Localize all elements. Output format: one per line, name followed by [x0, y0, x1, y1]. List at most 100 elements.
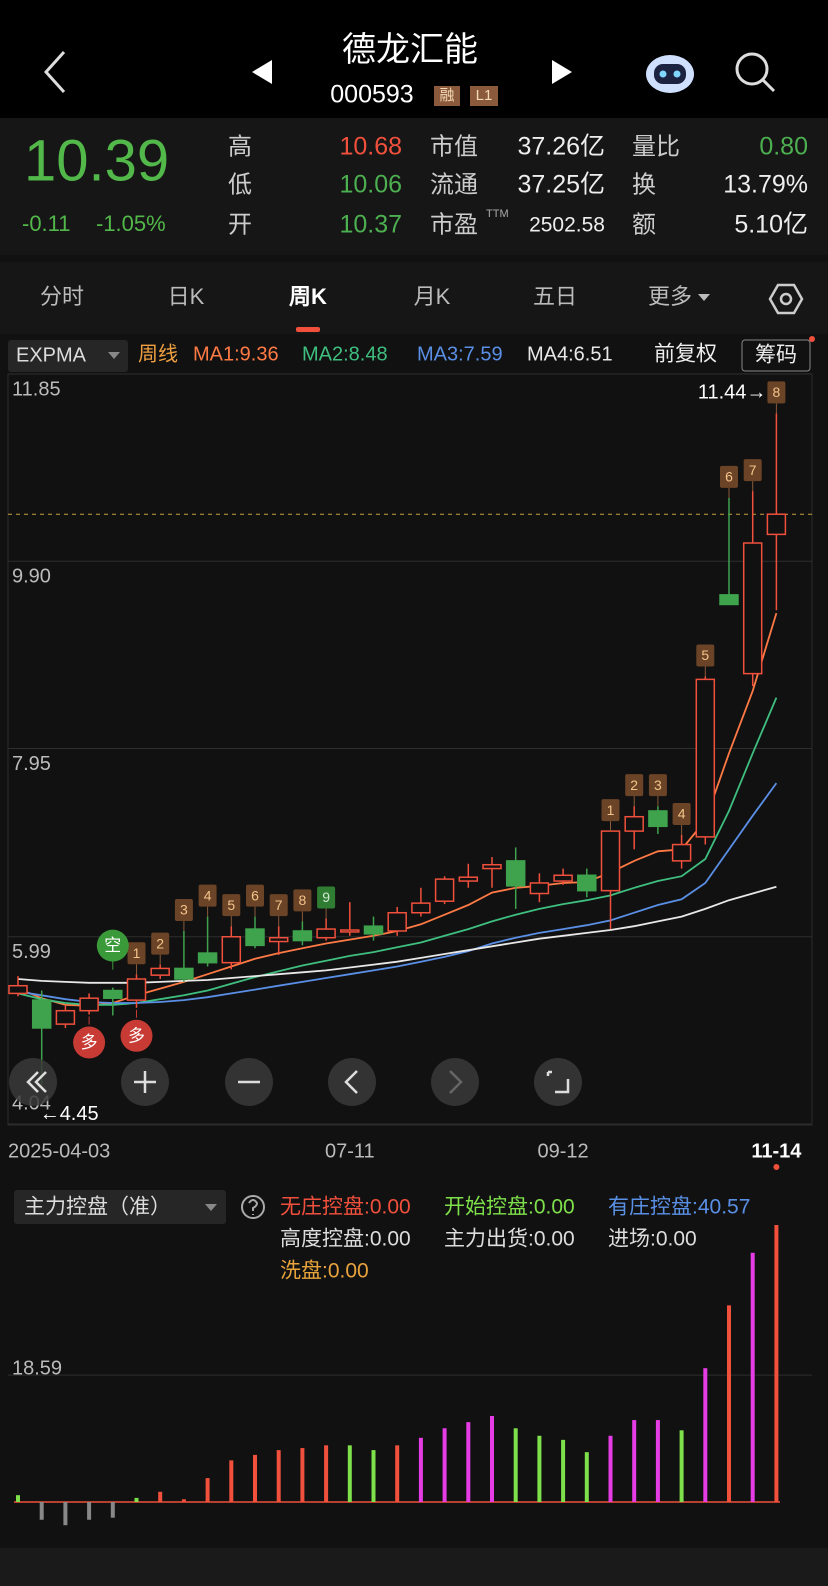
back-button[interactable]: [43, 50, 66, 94]
indicator-bar: [205, 1478, 210, 1503]
indicator-chart: 无庄控盘:0.00 开始控盘:0.00 有庄控盘:40.57 高度控盘:0.00 主力出…: [8, 1196, 812, 1526]
tab[interactable]: 日K: [168, 284, 205, 309]
indicator-bar: [276, 1450, 281, 1503]
signal-label: 8: [773, 384, 781, 400]
candle-body: [553, 874, 573, 882]
signal-box: [127, 942, 146, 965]
tab[interactable]: 更多: [648, 284, 692, 309]
candle-body: [221, 935, 242, 964]
candle-body: [31, 999, 52, 1029]
field-sup: TTM: [486, 208, 509, 220]
stock-code: 000593: [330, 81, 413, 109]
tab[interactable]: 周K: [289, 284, 327, 309]
candle-body: [197, 952, 218, 964]
candle-body: [340, 929, 360, 933]
indicator-bar: [442, 1428, 447, 1503]
field-value: 10.68: [339, 133, 402, 161]
indicator-bar: [418, 1437, 423, 1503]
candle-body: [245, 928, 265, 947]
candle-body: [150, 967, 170, 976]
signal-box: [174, 898, 193, 921]
control-button[interactable]: [534, 1058, 582, 1106]
indicator-bar: [39, 1502, 44, 1520]
candle-body: [126, 978, 147, 1001]
signal-label: 7: [275, 897, 283, 913]
control-button[interactable]: [431, 1058, 479, 1106]
candle-body: [505, 860, 526, 887]
field-value: 37.25亿: [517, 171, 605, 199]
signal-box: [720, 465, 738, 488]
next-stock[interactable]: [552, 60, 572, 84]
search-icon[interactable]: [735, 52, 776, 93]
indicator-legend: 主力出货:0.00: [444, 1228, 575, 1251]
prev-stock[interactable]: [252, 60, 272, 84]
field-value: 2502.58: [529, 214, 605, 237]
marker-circle: [120, 1019, 153, 1052]
indicator-bar: [584, 1452, 589, 1503]
signal-box: [767, 381, 786, 404]
signal-label: 7: [749, 462, 757, 478]
adjust-option[interactable]: 前复权: [654, 343, 717, 366]
field-value: 5.10亿: [734, 211, 808, 239]
indicator-bar: [253, 1454, 257, 1503]
signal-box: [696, 644, 715, 667]
candle-body: [695, 678, 716, 838]
price-change: -0.11: [22, 211, 71, 236]
candle-body: [482, 863, 502, 870]
field-label: 市盈: [430, 211, 478, 238]
candle-body: [79, 997, 99, 1012]
signal-box: [317, 886, 336, 909]
tab[interactable]: 分时: [40, 284, 84, 309]
signal-label: 1: [133, 945, 141, 961]
marker-label: 空: [104, 936, 121, 955]
indicator2-select[interactable]: [14, 1190, 226, 1224]
kline-chart: 11.859.907.955.994.042025-04-0307-1109-1…: [8, 373, 812, 1170]
robot-icon[interactable]: [646, 55, 694, 93]
notice-dot: [809, 336, 815, 342]
y-tick-label: 11.85: [12, 378, 61, 400]
tab[interactable]: 五日: [533, 284, 577, 309]
help-icon[interactable]: [241, 1195, 265, 1219]
indicator-select[interactable]: [8, 340, 128, 372]
signal-label: 9: [322, 889, 330, 905]
field-value: 10.37: [339, 211, 402, 239]
control-icon: [449, 1070, 463, 1094]
field-label: 流通: [430, 171, 478, 198]
field-label: 量比: [632, 133, 680, 160]
low-label: ←4.45: [40, 1103, 99, 1125]
control-button[interactable]: [328, 1058, 376, 1106]
candle-body: [766, 513, 787, 536]
ma-line: [17, 782, 778, 1004]
price-change-pct: -1.05%: [96, 211, 166, 236]
candle-body: [316, 928, 336, 939]
candle-body: [387, 911, 407, 932]
signal-box: [648, 774, 667, 797]
control-button[interactable]: [9, 1058, 57, 1106]
indicator-legend: 开始控盘:0.00: [444, 1196, 575, 1219]
settings-icon[interactable]: [768, 283, 804, 315]
badge-bg: [434, 86, 460, 106]
field-label: 开: [228, 211, 252, 238]
help-glyph: [248, 1199, 259, 1215]
y-tick-label: 9.90: [12, 566, 51, 588]
indicator-bar: [490, 1415, 494, 1503]
indicator-bar: [750, 1252, 755, 1503]
marker-label: 多: [128, 1026, 145, 1045]
indicator-legend: 高度控盘:0.00: [280, 1228, 411, 1251]
header-bg: [0, 0, 828, 118]
tab[interactable]: 月K: [414, 284, 451, 309]
candle-body: [8, 984, 28, 995]
high-label: 11.44→: [698, 382, 767, 404]
indicator-bar: [87, 1502, 92, 1520]
chips-button[interactable]: [741, 339, 811, 372]
candle-body: [648, 810, 668, 828]
signal-label: 4: [678, 806, 686, 822]
badge-bg: [470, 86, 498, 106]
marker-label: 多: [81, 1033, 98, 1052]
field-label: 高: [228, 133, 252, 160]
candle-body: [577, 874, 597, 892]
indicator-bar: [679, 1430, 684, 1503]
field-value: 10.06: [339, 171, 402, 199]
indicator-bar: [158, 1491, 163, 1503]
